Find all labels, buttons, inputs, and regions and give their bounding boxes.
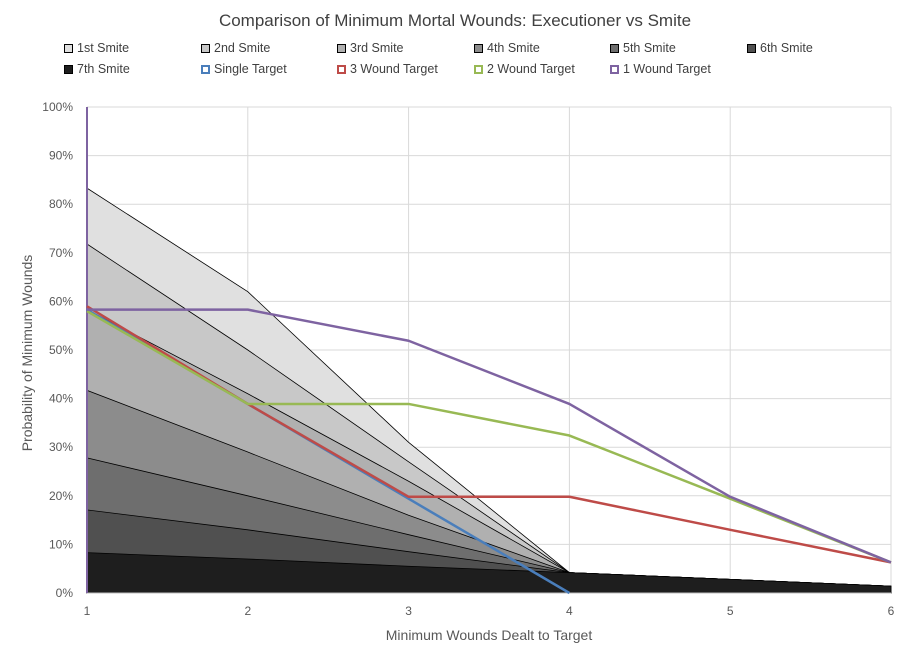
y-tick-label: 100% xyxy=(42,100,73,114)
chart-title: Comparison of Minimum Mortal Wounds: Exe… xyxy=(218,11,692,30)
y-tick-label: 40% xyxy=(49,392,73,406)
target-line-series xyxy=(86,305,892,595)
line-2-wound-target xyxy=(86,310,892,564)
legend-swatch xyxy=(610,64,619,74)
legend-item: 3rd Smite xyxy=(337,41,404,55)
legend-item: 2 Wound Target xyxy=(474,62,575,76)
x-tick-label: 3 xyxy=(405,604,412,618)
legend-swatch xyxy=(337,43,346,53)
legend-item: 3 Wound Target xyxy=(337,62,438,76)
legend-label: 3rd Smite xyxy=(350,41,404,55)
legend-label: 1 Wound Target xyxy=(623,62,711,76)
smite-area-series xyxy=(86,187,892,594)
y-tick-label: 10% xyxy=(49,537,73,551)
plot-axes xyxy=(86,107,891,594)
y-tick-label: 30% xyxy=(49,440,73,454)
legend-swatch xyxy=(337,64,346,74)
legend-label: 6th Smite xyxy=(760,41,813,55)
x-tick-label: 2 xyxy=(244,604,251,618)
legend-item: 5th Smite xyxy=(610,41,676,55)
legend-label: 5th Smite xyxy=(623,41,676,55)
legend-label: 2nd Smite xyxy=(214,41,271,55)
legend-label: 7th Smite xyxy=(77,62,130,76)
legend-label: 1st Smite xyxy=(77,41,130,55)
legend-item: 6th Smite xyxy=(747,41,813,55)
y-tick-label: 80% xyxy=(49,197,73,211)
y-tick-label: 20% xyxy=(49,489,73,503)
y-tick-label: 60% xyxy=(49,294,73,308)
legend-swatch xyxy=(64,43,73,53)
legend-swatch xyxy=(610,43,619,53)
x-tick-label: 1 xyxy=(84,604,91,618)
tick-labels: 0% 10% 20% 30% 40% 50% 60% 70% 80% 90% 100% 1 2 3 4 5 6 xyxy=(42,100,894,618)
x-tick-label: 5 xyxy=(727,604,734,618)
legend-item: 2nd Smite xyxy=(201,41,270,55)
legend-swatch xyxy=(201,43,210,53)
x-axis-label: Minimum Wounds Dealt to Target xyxy=(386,627,593,643)
y-tick-label: 90% xyxy=(49,149,73,163)
legend-item: Single Target xyxy=(201,62,287,76)
legend-swatch xyxy=(474,64,483,74)
y-tick-label: 70% xyxy=(49,246,73,260)
legend-swatch xyxy=(474,43,483,53)
x-tick-label: 4 xyxy=(566,604,573,618)
area-7th-smite xyxy=(86,552,892,594)
line-1-wound-target xyxy=(87,308,892,564)
y-tick-label: 50% xyxy=(49,343,73,357)
legend-item: 4th Smite xyxy=(474,41,540,55)
legend-swatch xyxy=(64,64,73,74)
legend-swatch xyxy=(747,43,756,53)
legend-item: 1 Wound Target xyxy=(610,62,711,76)
legend-swatch xyxy=(201,64,210,74)
legend-item: 1st Smite xyxy=(64,41,129,55)
y-axis-label: Probability of Minimum Wounds xyxy=(19,255,35,452)
legend-label: 4th Smite xyxy=(487,41,540,55)
legend-label: 2 Wound Target xyxy=(487,62,575,76)
legend-item: 7th Smite xyxy=(64,62,130,76)
legend-label: Single Target xyxy=(214,62,287,76)
x-tick-label: 6 xyxy=(888,604,895,618)
legend-label: 3 Wound Target xyxy=(350,62,438,76)
y-tick-label: 0% xyxy=(56,586,74,600)
